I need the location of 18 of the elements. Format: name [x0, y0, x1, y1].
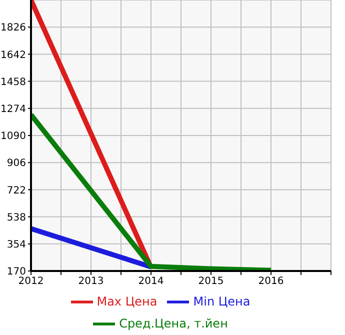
y-tick-label: 1274	[0, 104, 26, 115]
y-tick-label: 170	[6, 266, 26, 278]
legend-label: Max Цена	[96, 294, 158, 308]
y-tick-label: 1826	[0, 22, 26, 34]
y-tick-label: 722	[6, 185, 26, 196]
x-tick-label: 2015	[198, 276, 224, 288]
y-tick-label: 538	[6, 212, 26, 224]
y-tick-label: 1090	[0, 131, 26, 142]
x-tick-label: 2012	[18, 276, 44, 288]
y-tick-label: 1458	[0, 76, 26, 88]
x-tick-label: 2014	[138, 276, 164, 288]
x-tick-label: 2016	[258, 276, 284, 288]
x-tick-label: 2013	[78, 276, 104, 288]
legend-label: Сред.Цена, т.йен	[119, 316, 228, 330]
legend-label: Min Цена	[193, 294, 250, 308]
y-tick-label: 354	[6, 239, 26, 250]
y-tick-label: 1642	[0, 50, 26, 61]
y-tick-label: 906	[6, 158, 26, 170]
